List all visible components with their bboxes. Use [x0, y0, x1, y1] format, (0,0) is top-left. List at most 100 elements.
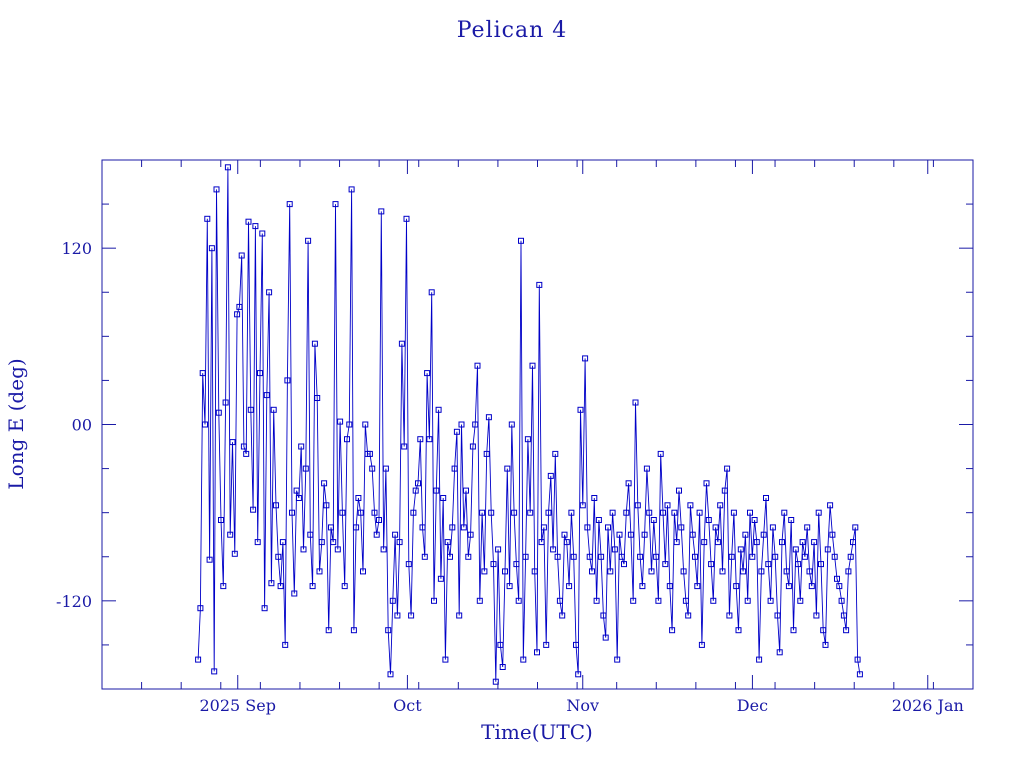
data-point [538, 539, 545, 546]
data-point [719, 568, 726, 575]
data-point [586, 553, 593, 560]
data-point [820, 627, 827, 634]
data-point [469, 443, 476, 450]
data-point [511, 509, 518, 516]
data-point [671, 509, 678, 516]
data-point [506, 583, 513, 590]
data-point [321, 480, 328, 487]
data-point [279, 539, 286, 546]
data-point [593, 597, 600, 604]
data-point [643, 465, 650, 472]
data-point [257, 370, 263, 377]
data-point [513, 561, 520, 568]
data-point [737, 546, 744, 553]
data-point [492, 678, 499, 685]
data-point [584, 524, 591, 531]
data-point [428, 289, 435, 296]
data-point [339, 509, 346, 516]
data-point [662, 561, 669, 568]
data-point [818, 561, 824, 568]
data-point [465, 553, 472, 560]
data-point [813, 612, 820, 619]
data-point [419, 524, 426, 531]
data-point [605, 524, 611, 531]
x-tick-label: Nov [566, 696, 599, 715]
data-point [570, 553, 577, 560]
x-tick-label: Oct [393, 696, 422, 715]
data-point [234, 311, 241, 318]
x-tick-label: 2025 Sep [199, 696, 275, 715]
data-point [316, 568, 323, 575]
data-point [614, 656, 621, 663]
data-point [224, 164, 231, 171]
data-point [751, 517, 758, 523]
data-point [318, 539, 325, 546]
data-point [847, 553, 854, 560]
data-point [547, 472, 554, 479]
data-point [504, 465, 511, 472]
data-point [694, 583, 701, 590]
data-point [834, 575, 840, 582]
data-point [669, 627, 676, 634]
data-point [435, 406, 442, 413]
data-point [655, 597, 662, 604]
data-point [341, 583, 348, 590]
data-point [767, 597, 774, 604]
data-point [634, 502, 641, 509]
data-point [195, 656, 202, 663]
data-point [708, 561, 715, 568]
data-point [293, 487, 300, 494]
data-point [575, 671, 582, 678]
data-point [458, 421, 465, 428]
data-point [774, 612, 781, 619]
data-point [653, 553, 660, 560]
data-point [685, 612, 692, 619]
data-point [845, 568, 852, 575]
data-point [449, 524, 456, 531]
data-point [502, 568, 508, 575]
data-point [499, 664, 506, 670]
data-point [730, 509, 737, 516]
data-point [680, 568, 687, 575]
x-axis: 2025 Sep Oct Nov Dec 2026 Jan [141, 160, 964, 715]
data-point [266, 289, 273, 296]
data-point [261, 605, 268, 612]
data-point [630, 597, 637, 604]
data-point [698, 641, 705, 648]
data-point [772, 553, 779, 560]
data-point [765, 561, 772, 568]
data-point [744, 597, 751, 604]
data-point [627, 531, 634, 538]
data-point [357, 509, 364, 516]
y-axis: 120 00 -120 [56, 203, 973, 646]
data-point [556, 597, 563, 604]
data-point [792, 546, 799, 553]
plot-area [195, 164, 863, 685]
data-point [405, 561, 412, 568]
data-point [577, 406, 584, 413]
data-point [270, 406, 277, 413]
data-point [273, 502, 279, 509]
data-point [483, 450, 490, 457]
data-point [531, 568, 538, 575]
data-point [460, 524, 467, 531]
data-point [298, 443, 305, 450]
data-point [311, 340, 318, 347]
data-point [692, 553, 698, 560]
data-point [366, 450, 373, 457]
data-point [561, 531, 568, 538]
data-point [550, 546, 557, 553]
data-point [424, 370, 431, 377]
data-point [344, 436, 350, 443]
data-point [696, 509, 703, 516]
data-point [437, 575, 444, 582]
data-point [705, 517, 712, 523]
data-point [589, 568, 595, 575]
data-point [779, 539, 785, 546]
data-point [579, 502, 586, 509]
data-point [508, 421, 515, 428]
data-point [611, 546, 618, 553]
data-point [378, 208, 385, 215]
data-point [252, 223, 259, 230]
